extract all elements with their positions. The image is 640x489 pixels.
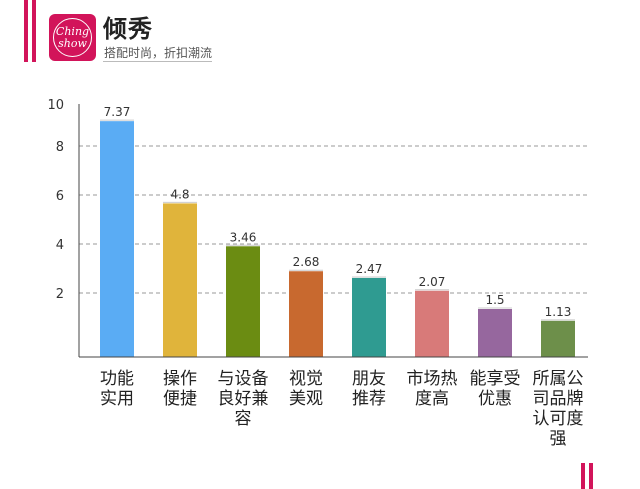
y-tick-labels: 2 4 6 8 10 [47, 98, 64, 302]
value-label: 4.8 [170, 187, 189, 201]
accent-bar [32, 0, 36, 62]
x-tick-label-line: 功能 [100, 369, 134, 389]
x-tick-label-line: 所属公 [533, 369, 584, 389]
logo-text-line2: show [58, 37, 87, 50]
value-label: 2.68 [293, 255, 320, 269]
x-tick-label-line: 美观 [289, 389, 323, 409]
bar [541, 320, 575, 357]
corner-mark [589, 463, 593, 489]
x-tick-label-line: 能享受 [470, 369, 521, 389]
x-tick-label-line: 司品牌 [533, 389, 584, 409]
y-tick-label: 2 [56, 287, 64, 302]
y-tick-label: 10 [47, 98, 64, 113]
header: Ching show 倾秀 搭配时尚，折扣潮流 [0, 0, 640, 70]
brand-logo[interactable]: Ching show [49, 14, 96, 61]
x-tick-label-line: 优惠 [478, 389, 512, 409]
value-label: 2.07 [419, 275, 446, 289]
x-tick-label-line: 强 [550, 429, 567, 449]
y-tick-label: 8 [56, 140, 64, 155]
grid-lines [79, 145, 588, 294]
x-tick-label-line: 认可度 [533, 409, 584, 429]
x-tick-label-line: 容 [235, 409, 252, 429]
x-tick-label-line: 操作 [163, 369, 197, 389]
bar [289, 271, 323, 357]
value-labels: 7.37 4.8 3.46 2.68 2.47 2.07 1.5 1.13 [100, 105, 575, 321]
bar [163, 203, 197, 357]
x-tick-label-line: 便捷 [163, 389, 197, 409]
x-tick-labels: 功能实用操作便捷与设备良好兼容视觉美观朋友推荐市场热度高能享受优惠所属公司品牌认… [100, 369, 584, 449]
bars [100, 121, 575, 357]
logo-ring [53, 18, 92, 57]
corner-mark [581, 463, 585, 489]
brand-name: 倾秀 [103, 15, 153, 43]
brand-tagline: 搭配时尚，折扣潮流 [104, 46, 213, 60]
y-tick-label: 6 [56, 189, 64, 204]
bar [226, 246, 260, 357]
value-label: 1.5 [485, 293, 504, 307]
value-label: 3.46 [230, 230, 257, 244]
x-tick-label-line: 推荐 [352, 389, 386, 409]
value-label: 1.13 [545, 305, 572, 319]
bar [100, 121, 134, 357]
accent-bar [24, 0, 28, 62]
bar [478, 309, 512, 357]
logo-text-line1: Ching [55, 25, 90, 38]
x-tick-label-line: 实用 [100, 389, 134, 409]
bar [352, 277, 386, 357]
x-tick-label-line: 市场热 [407, 369, 458, 389]
y-tick-label: 4 [56, 238, 64, 253]
header-divider [103, 61, 212, 62]
x-tick-label-line: 朋友 [352, 369, 386, 389]
x-tick-label-line: 良好兼 [218, 389, 269, 409]
value-label: 7.37 [104, 105, 131, 119]
corner-marks [581, 463, 601, 489]
bar [415, 290, 449, 357]
value-label: 2.47 [356, 262, 383, 276]
x-tick-label-line: 度高 [415, 389, 449, 409]
x-tick-label-line: 视觉 [289, 369, 323, 389]
x-tick-label-line: 与设备 [218, 369, 269, 389]
